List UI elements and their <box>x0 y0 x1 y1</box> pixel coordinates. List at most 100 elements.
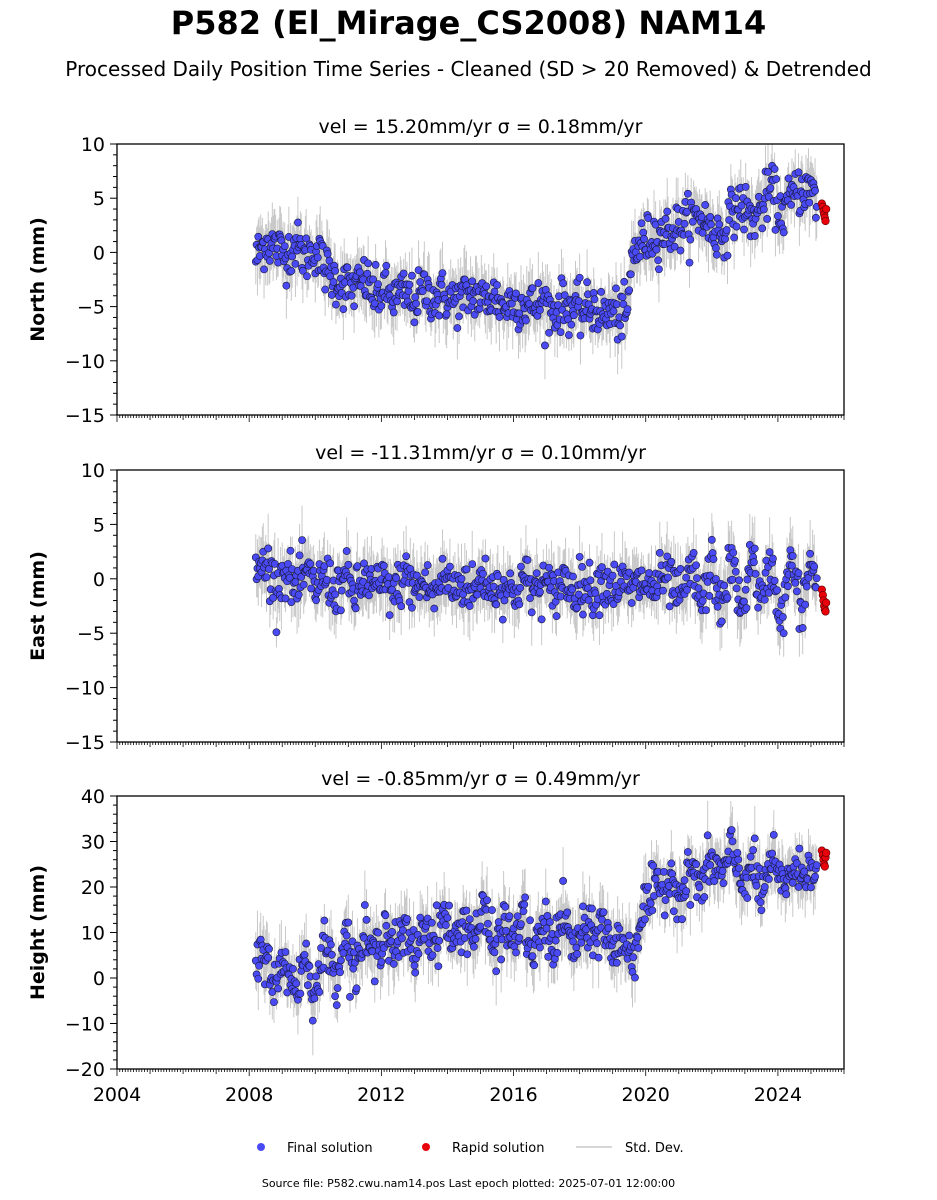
final-solution-point <box>300 950 309 959</box>
final-solution-point <box>646 899 655 908</box>
final-solution-point <box>782 890 791 899</box>
final-solution-point <box>552 612 561 620</box>
final-solution-point <box>660 911 669 920</box>
final-solution-point <box>369 275 378 284</box>
final-solution-point <box>360 901 369 909</box>
final-solution-point <box>588 611 597 620</box>
final-solution-point <box>783 582 792 591</box>
final-solution-point <box>793 587 801 596</box>
final-solution-point <box>654 256 663 265</box>
final-solution-point <box>315 988 324 997</box>
rapid-solution-point <box>822 598 831 607</box>
rapid-solution-point <box>820 862 829 871</box>
final-solution-point <box>541 897 550 906</box>
final-solution-point <box>764 192 773 201</box>
final-solution-point <box>772 175 781 183</box>
final-solution-point <box>287 267 296 275</box>
final-solution-point <box>410 318 419 327</box>
final-solution-point <box>735 576 743 585</box>
final-solution-point <box>397 602 406 611</box>
final-solution-point <box>612 582 620 590</box>
final-solution-point <box>280 242 289 250</box>
y-tick-label: 0 <box>93 968 105 990</box>
final-solution-point <box>377 957 386 966</box>
final-solution-point <box>788 561 796 570</box>
final-solution-point <box>765 548 774 557</box>
final-solution-point <box>577 938 586 947</box>
final-solution-point <box>532 569 541 578</box>
panel-title: vel = -0.85mm/yr σ = 0.49mm/yr <box>321 768 640 790</box>
final-solution-point <box>398 934 406 943</box>
final-solution-point <box>723 593 732 602</box>
final-solution-point <box>523 556 532 564</box>
final-solution-point <box>551 936 560 945</box>
final-solution-points <box>251 161 821 350</box>
final-solution-point <box>802 582 811 591</box>
final-solution-point <box>701 201 710 209</box>
final-solution-point <box>688 217 697 226</box>
final-solution-point <box>709 555 718 564</box>
final-solution-point <box>526 916 534 925</box>
final-solution-point <box>312 972 320 981</box>
final-solution-point <box>760 595 769 604</box>
final-solution-point <box>537 615 546 624</box>
final-solution-point <box>569 572 577 581</box>
final-solution-point <box>764 875 773 883</box>
final-solution-point <box>408 271 416 280</box>
panel-2: vel = -0.85mm/yr σ = 0.49mm/yr Height (mm… <box>27 768 845 1106</box>
final-solution-point <box>307 584 316 593</box>
final-solution-point <box>408 603 416 612</box>
final-solution-point <box>742 604 751 612</box>
final-solution-point <box>286 546 295 555</box>
final-solution-point <box>793 859 801 868</box>
y-tick-label: 10 <box>81 923 105 945</box>
final-solution-point <box>559 877 568 885</box>
final-solution-point <box>609 600 618 608</box>
final-solution-point <box>333 984 342 992</box>
final-solution-point <box>752 881 761 890</box>
final-solution-point <box>374 280 382 289</box>
final-solution-point <box>494 918 503 926</box>
final-solution-point <box>520 900 529 909</box>
final-solution-point <box>639 228 648 237</box>
final-solution-point <box>526 594 534 603</box>
final-solution-point <box>497 955 506 964</box>
final-solution-point <box>327 950 336 959</box>
final-solution-point <box>655 548 664 557</box>
final-solution-point <box>265 256 274 265</box>
y-tick-label: 40 <box>81 786 105 808</box>
final-solution-point <box>683 189 692 198</box>
chart-subtitle: Processed Daily Position Time Series - C… <box>65 57 872 81</box>
final-solution-point <box>254 232 263 241</box>
final-solution-point <box>462 565 471 574</box>
final-solution-point <box>382 921 391 930</box>
final-solution-point <box>433 944 442 953</box>
final-solution-point <box>502 926 511 935</box>
final-solution-point <box>574 590 583 599</box>
final-solution-point <box>413 308 422 316</box>
final-solution-point <box>320 916 329 925</box>
final-solution-point <box>438 269 447 278</box>
final-solution-point <box>798 624 807 632</box>
final-solution-point <box>723 251 732 260</box>
final-solution-point <box>731 567 740 576</box>
final-solution-point <box>542 924 551 933</box>
final-solution-point <box>468 560 477 569</box>
final-solution-point <box>563 908 572 917</box>
final-solution-point <box>689 548 698 557</box>
final-solution-point <box>686 235 695 244</box>
y-tick-label: 10 <box>81 460 105 482</box>
final-solution-point <box>323 250 332 258</box>
final-solution-point <box>479 569 487 578</box>
final-solution-point <box>327 291 336 299</box>
final-solution-point <box>347 291 356 300</box>
final-solution-point <box>339 949 348 957</box>
final-solution-point <box>770 165 779 173</box>
final-solution-point <box>468 277 477 286</box>
final-solution-point <box>528 952 537 961</box>
final-solution-point <box>476 922 485 931</box>
final-solution-point <box>604 924 613 932</box>
final-solution-point <box>344 918 353 927</box>
final-solution-point <box>331 590 339 599</box>
final-solution-point <box>756 898 765 907</box>
